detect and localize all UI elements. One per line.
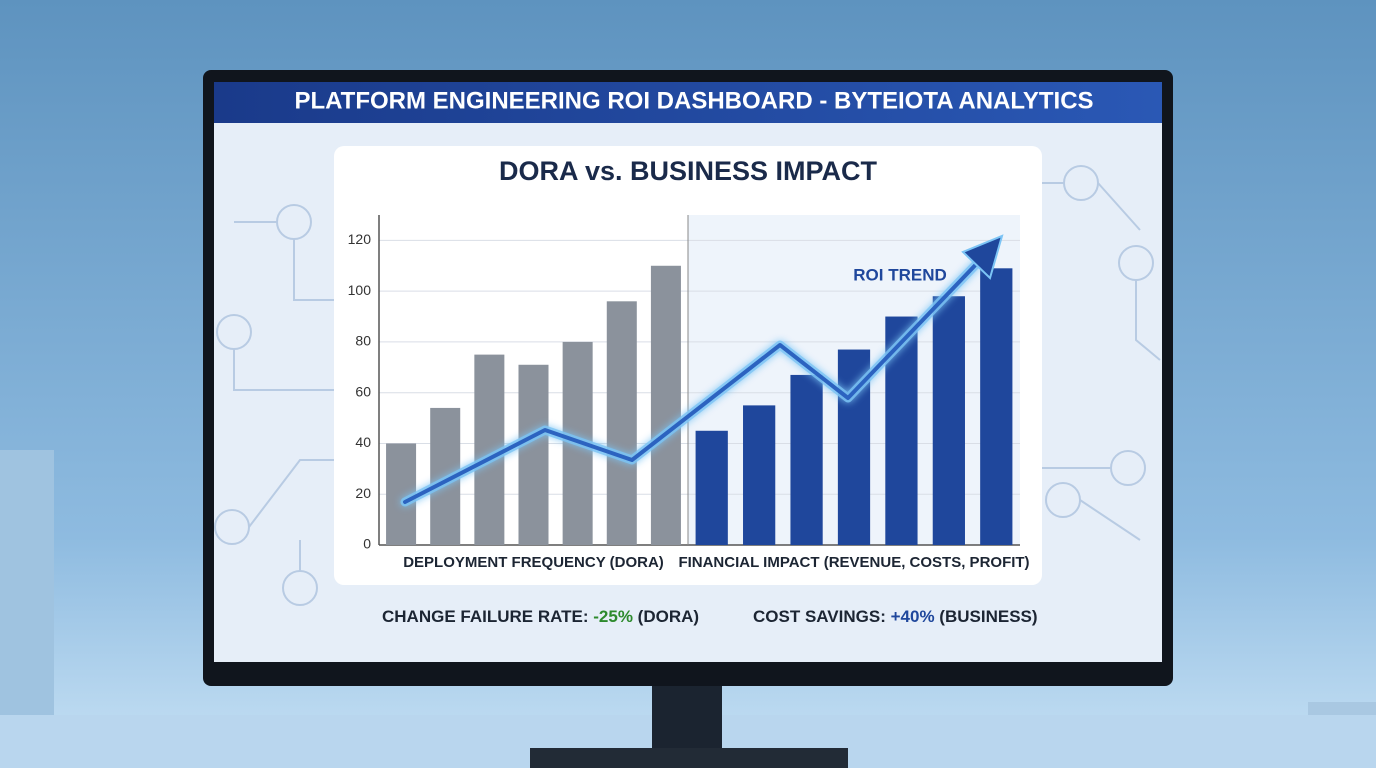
kpi-note: (BUSINESS)	[939, 607, 1037, 626]
kpi-label: COST SAVINGS:	[753, 607, 886, 626]
kpi: COST SAVINGS: +40% (BUSINESS)	[753, 607, 1038, 626]
chart-title: DORA vs. BUSINESS IMPACT	[499, 156, 878, 186]
header-bar	[214, 82, 1162, 123]
bar	[790, 374, 823, 545]
bar	[650, 265, 681, 545]
group-label: DEPLOYMENT FREQUENCY (DORA)	[403, 554, 664, 571]
kpi-note: (DORA)	[638, 607, 699, 626]
monitor-stand	[652, 684, 722, 754]
y-tick-label: 40	[355, 434, 371, 450]
trend-arrow-core	[403, 253, 987, 504]
side-object	[0, 450, 54, 720]
group-label: FINANCIAL IMPACT (REVENUE, COSTS, PROFIT…	[678, 554, 1029, 571]
y-tick-label: 80	[355, 333, 371, 349]
y-tick-label: 20	[355, 485, 371, 501]
annotation: ROI TREND	[853, 265, 947, 284]
y-tick-label: 120	[348, 231, 372, 247]
kpi-value: -25%	[593, 607, 633, 626]
y-tick-label: 100	[348, 282, 372, 298]
kpi-label: CHANGE FAILURE RATE:	[382, 607, 589, 626]
bar	[980, 268, 1013, 545]
kpi-value: +40%	[891, 607, 935, 626]
bar	[743, 405, 776, 545]
kpi: CHANGE FAILURE RATE: -25% (DORA)	[382, 607, 699, 626]
header-title: PLATFORM ENGINEERING ROI DASHBOARD - BYT…	[294, 87, 1093, 114]
monitor-base	[530, 748, 848, 768]
y-tick-label: 0	[363, 536, 371, 552]
bar	[695, 430, 728, 545]
trend-arrow-head	[961, 234, 1004, 280]
bar	[932, 296, 965, 545]
bar	[518, 364, 549, 545]
y-tick-label: 60	[355, 383, 371, 399]
bar	[606, 301, 637, 545]
circuit-decoration	[214, 165, 1161, 606]
